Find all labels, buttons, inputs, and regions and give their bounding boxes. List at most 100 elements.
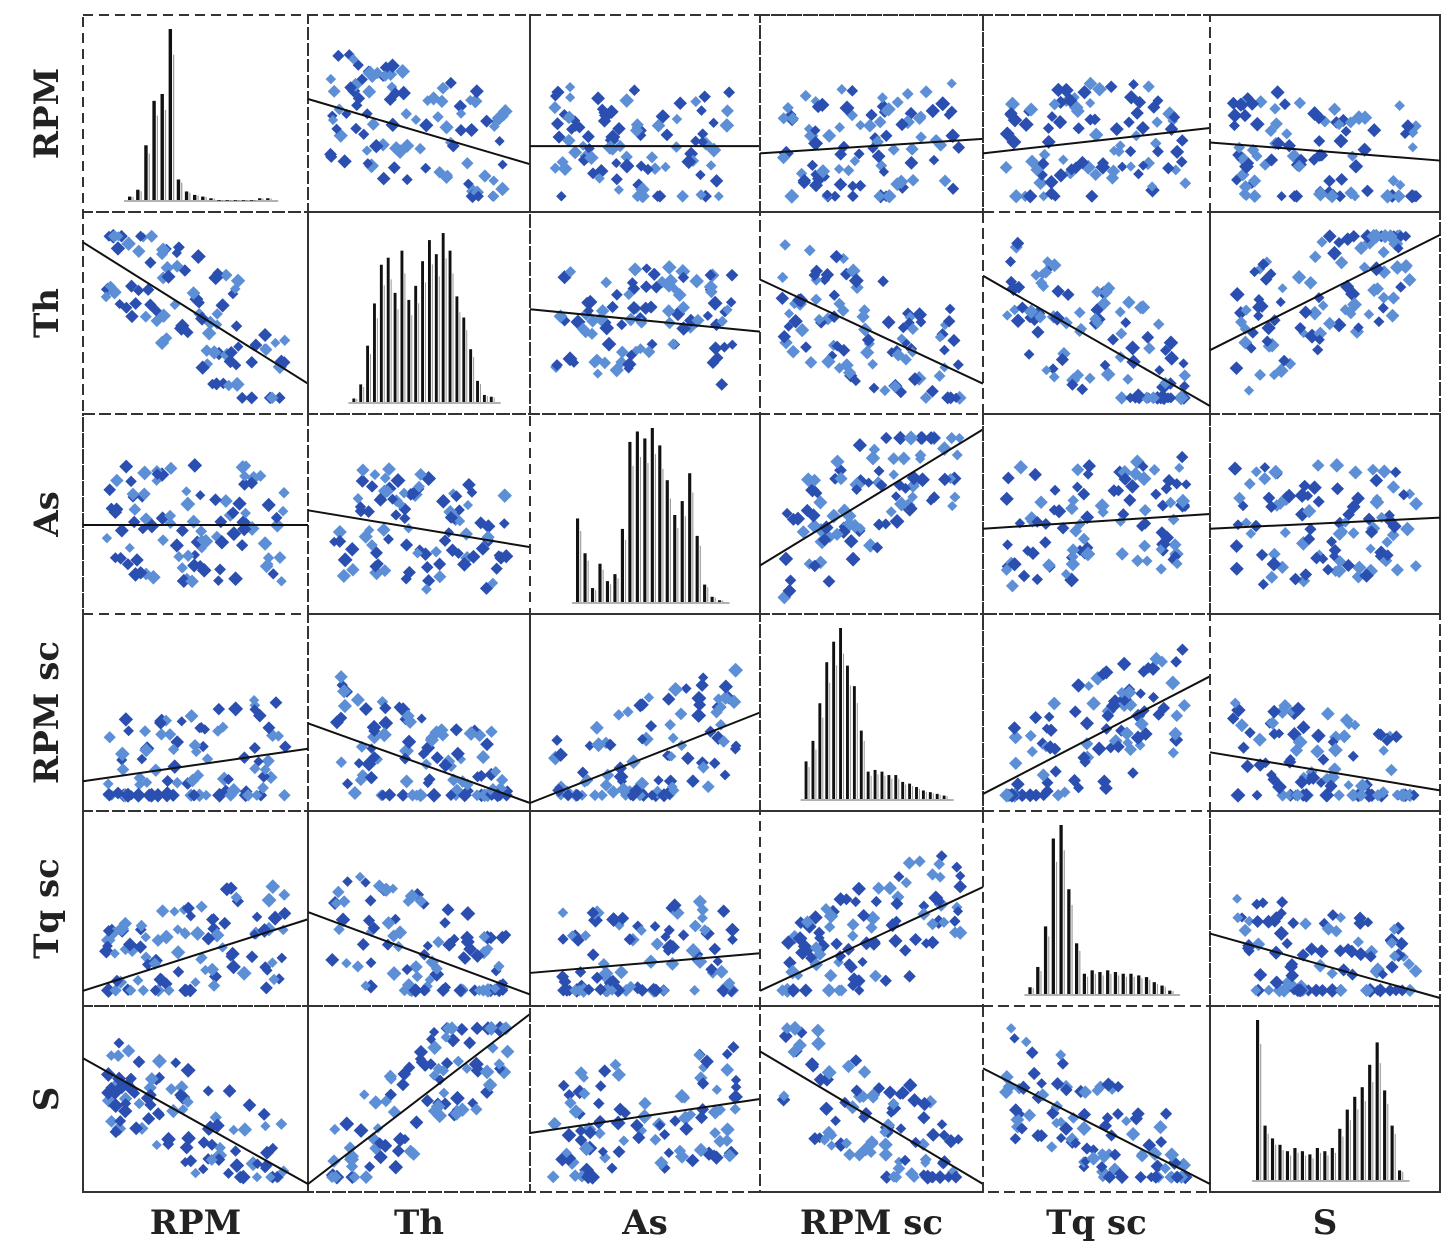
fit-line-as-vs-th <box>307 509 531 549</box>
scatter-point <box>789 298 800 310</box>
scatter-point <box>1046 111 1058 122</box>
hist-bar-shade-th-20 <box>493 397 495 402</box>
scatter-point <box>1152 708 1165 721</box>
scatter-point <box>1251 937 1266 952</box>
scatter-point <box>161 269 176 284</box>
scatter-point <box>184 1154 198 1168</box>
hist-bar-shade-as-19 <box>722 600 724 602</box>
cell-s-vs-rpm <box>82 1005 309 1193</box>
scatter-point <box>251 911 263 923</box>
scatter-point <box>877 275 889 288</box>
scatter-point <box>936 1157 950 1170</box>
scatter-point <box>797 173 812 188</box>
scatter-point <box>118 712 134 727</box>
scatter-point <box>212 1153 226 1167</box>
scatter-point <box>1276 191 1287 202</box>
scatter-point <box>402 565 416 579</box>
scatter-point <box>154 716 167 730</box>
scatter-point <box>782 102 794 114</box>
scatter-point <box>259 1163 271 1174</box>
scatter-point <box>470 1021 484 1035</box>
scatter-point <box>180 496 196 512</box>
scatter-point <box>1319 787 1334 803</box>
scatter-point <box>107 285 122 300</box>
scatter-point <box>1254 95 1268 109</box>
scatter-point <box>616 319 628 331</box>
scatter-point <box>382 788 397 802</box>
scatter-point <box>329 1170 342 1184</box>
scatter-point <box>400 108 413 120</box>
scatter-point <box>146 569 161 585</box>
scatter-point <box>1007 112 1023 128</box>
cell-s-vs-tq-sc <box>982 1005 1211 1193</box>
scatter-point <box>952 141 966 154</box>
scatter-point <box>1099 359 1111 371</box>
scatter-point <box>623 288 635 301</box>
hist-bar-rpm-sc-3 <box>825 662 829 799</box>
scatter-point <box>1071 481 1083 493</box>
scatter-point <box>453 983 467 997</box>
scatter-point <box>1018 116 1034 132</box>
scatter-point <box>845 551 861 567</box>
scatter-point <box>1024 729 1037 742</box>
scatter-point <box>1150 488 1162 500</box>
scatter-point <box>722 304 733 315</box>
scatter-point <box>703 279 718 294</box>
scatter-point <box>564 1154 580 1170</box>
scatter-point <box>926 868 939 881</box>
hist-bar-shade-tq-sc-0 <box>1032 988 1034 994</box>
scatter-point <box>1264 153 1279 167</box>
hist-bar-s-19 <box>1398 1170 1402 1180</box>
scatter-point <box>224 881 238 895</box>
scatter-point <box>1243 477 1256 490</box>
scatter-point <box>1131 1107 1145 1121</box>
scatter-point <box>1278 98 1291 111</box>
scatter-point <box>568 357 580 368</box>
scatter-point <box>367 72 378 84</box>
scatter-point <box>448 933 460 945</box>
fit-line-s-vs-as <box>529 1098 761 1134</box>
fit-line-as-vs-rpm-sc <box>759 428 984 567</box>
scatter-point <box>558 108 570 121</box>
fit-line-tq-sc-vs-rpm-sc <box>759 886 984 992</box>
hist-bar-shade-as-13 <box>677 528 679 602</box>
scatter-point <box>1009 756 1023 770</box>
scatter-point <box>702 310 713 321</box>
scatter-point <box>344 81 357 94</box>
scatter-point <box>364 525 375 536</box>
scatter-point <box>1047 258 1062 273</box>
scatter-point <box>777 329 791 344</box>
scatter-point <box>1388 950 1401 962</box>
hist-bar-shade-th-14 <box>452 273 454 402</box>
scatter-point <box>842 366 857 380</box>
scatter-point <box>335 912 351 928</box>
scatter-point <box>1379 554 1393 568</box>
scatter-point <box>268 973 280 986</box>
scatter-point <box>1049 765 1062 778</box>
hist-bar-shade-th-9 <box>418 303 420 402</box>
scatter-point <box>249 929 260 940</box>
scatter-point <box>878 166 890 177</box>
scatter-point <box>195 900 208 913</box>
scatter-point <box>1142 80 1155 93</box>
scatter-point <box>102 778 114 790</box>
scatter-point <box>1048 371 1060 383</box>
scatter-point <box>564 266 577 278</box>
scatter-point <box>1037 268 1049 280</box>
hist-bar-shade-th-17 <box>473 357 475 402</box>
scatter-point <box>495 181 510 197</box>
scatter-point <box>389 87 402 100</box>
scatter-point <box>628 262 643 277</box>
scatter-point <box>1298 305 1313 320</box>
scatter-point <box>697 136 708 148</box>
scatter-point <box>110 241 126 256</box>
scatter-point <box>102 925 115 937</box>
scatter-point <box>639 280 653 293</box>
scatter-point <box>1233 491 1246 505</box>
row-label-tq-sc: Tq sc <box>27 858 67 959</box>
scatter-point <box>1244 726 1256 739</box>
scatter-point <box>1125 479 1140 494</box>
scatter-point <box>207 979 221 992</box>
hist-bar-rpm-17 <box>266 198 270 200</box>
scatter-point <box>1380 188 1395 204</box>
